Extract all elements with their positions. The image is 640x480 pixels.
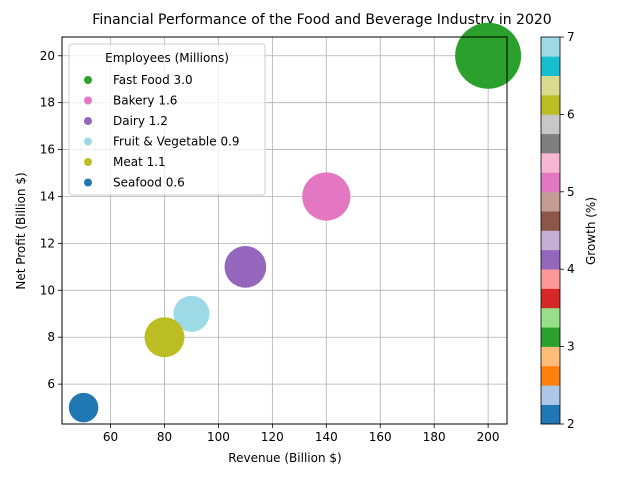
colorbar-segment [541,404,560,425]
colorbar-segment [541,172,560,193]
plot-frame [61,36,508,425]
legend-marker [84,117,92,125]
colorbar-segment [541,346,560,367]
colorbar-tick-label: 5 [567,185,575,199]
colorbar-segment [541,211,560,231]
colorbar-tick-label: 4 [567,262,575,276]
colorbar-tick-label: 2 [567,417,575,431]
colorbar: 2 3 4 5 6 7 [540,30,575,431]
data-point [173,295,210,332]
colorbar-segment [541,114,560,135]
legend-title: Employees (Millions) [105,51,229,65]
data-points [68,22,522,423]
colorbar-segment [541,230,560,251]
y-tick-label: 8 [47,330,55,344]
legend-marker [84,96,92,105]
y-tick-label: 20 [40,49,55,63]
x-tick-label: 120 [261,430,284,444]
colorbar-segment [541,95,560,115]
y-tick-label: 6 [47,377,55,391]
colorbar-segment [541,307,560,328]
x-tick-label: 80 [157,430,172,444]
colorbar-segment [541,327,560,347]
x-axis-label: Revenue (Billion $) [228,451,341,465]
y-tick-label: 14 [40,189,55,203]
data-point [302,172,351,221]
legend-marker [84,178,92,187]
y-tick-label: 16 [40,143,55,157]
legend-label: Dairy 1.2 [113,114,168,128]
legend: Employees (Millions) Fast Food 3.0 Bakery… [68,43,266,196]
colorbar-label: Growth (%) [584,197,598,265]
x-axis-ticks: 60 80 100 120 140 160 180 200 [103,424,500,444]
colorbar-segment [541,249,560,270]
legend-label: Bakery 1.6 [113,94,177,108]
colorbar-segment [541,153,560,173]
x-tick-label: 60 [103,430,118,444]
colorbar-segment [541,365,560,386]
y-tick-label: 10 [40,283,55,297]
x-tick-label: 200 [477,430,500,444]
colorbar-tick-label: 6 [567,107,575,121]
y-axis-ticks: 6 8 10 12 14 16 18 20 [40,49,62,391]
data-point [144,317,185,358]
data-point [455,22,522,89]
grid-lines [62,37,507,424]
legend-box [68,43,266,196]
legend-marker [84,158,92,166]
data-point [224,245,267,288]
colorbar-tick-label: 7 [567,30,575,44]
colorbar-segment [541,37,560,57]
legend-marker [84,76,92,84]
colorbar-segment [541,269,560,289]
colorbar-segment [541,75,560,96]
x-tick-label: 140 [315,430,338,444]
x-tick-label: 160 [369,430,392,444]
chart-title: Financial Performance of the Food and Be… [92,12,551,28]
colorbar-segment [541,56,560,76]
y-axis-label: Net Profit (Billion $) [14,172,28,289]
y-tick-label: 12 [40,236,55,250]
colorbar-segment [541,191,560,212]
legend-marker [84,137,92,146]
colorbar-segment [541,385,560,405]
colorbar-tick-label: 3 [567,340,575,354]
y-tick-label: 18 [40,96,55,110]
legend-label: Fast Food 3.0 [113,73,193,87]
x-tick-label: 180 [423,430,446,444]
legend-label: Meat 1.1 [113,155,166,169]
colorbar-segment [541,288,560,309]
colorbar-frame [540,36,561,425]
legend-label: Fruit & Vegetable 0.9 [113,135,240,149]
data-point [68,392,99,423]
colorbar-segment [541,133,560,154]
x-tick-label: 100 [207,430,230,444]
legend-label: Seafood 0.6 [113,176,185,190]
